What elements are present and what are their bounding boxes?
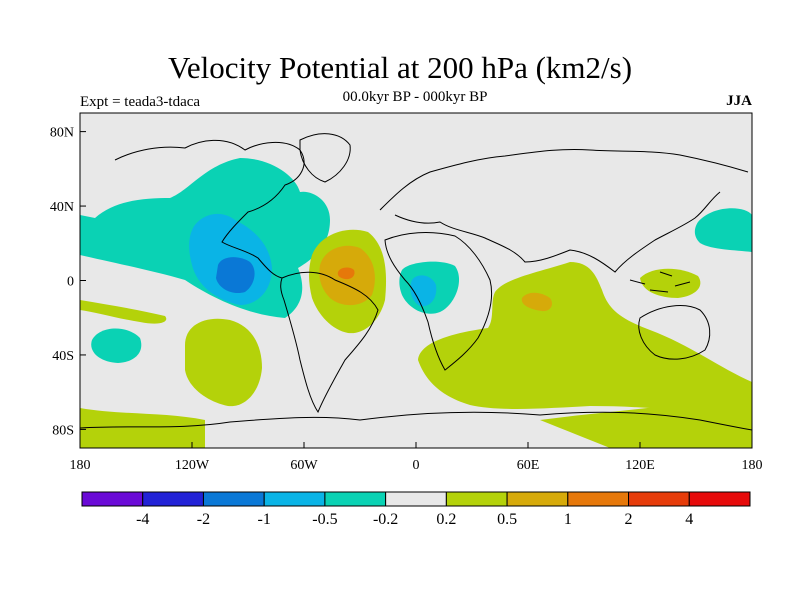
lon-tick-label: 60W	[290, 458, 318, 473]
contour-pos-southern-band-east	[540, 399, 752, 448]
coast-greenland	[299, 133, 351, 183]
experiment-label: Expt = teada3-tdaca	[80, 94, 201, 110]
contour-pos-east-pacific	[185, 318, 262, 407]
coast-north-america	[114, 139, 305, 279]
contour-field	[80, 113, 752, 448]
coast-south-america	[280, 271, 379, 414]
colorbar-label: 1	[564, 511, 572, 528]
colorbar-swatch	[688, 491, 751, 507]
colorbar-swatch	[445, 491, 508, 507]
lat-tick-label: 40S	[52, 349, 74, 364]
colorbar-swatch	[567, 491, 630, 507]
lat-tick-label: 40N	[50, 200, 74, 215]
coast-africa	[384, 232, 493, 371]
coast-antarctica	[80, 411, 752, 431]
colorbar-label: 0.2	[436, 511, 456, 528]
lon-tick-label: 0	[413, 458, 420, 473]
colorbar-label: 4	[685, 511, 693, 528]
lat-tick-label: 80N	[50, 126, 74, 141]
colorbar-swatch	[506, 491, 569, 507]
lon-tick-label: 60E	[517, 458, 540, 473]
contour-pos-southern-band	[80, 408, 205, 448]
contour-neg-americas-core	[216, 257, 255, 294]
contour-neg-pacific-west	[694, 208, 752, 252]
contour-pos-indian-ocean	[418, 262, 752, 420]
colorbar-label: 0.5	[497, 511, 517, 528]
colorbar-label: -4	[136, 511, 149, 528]
axis-ticks: 180 120W 60W 0 60E 120E 180 80N 40N 0 40S 80S	[50, 126, 763, 473]
coastlines	[80, 133, 752, 431]
colorbar-label: -0.5	[312, 511, 337, 528]
lon-tick-label: 180	[742, 458, 763, 473]
colorbar-swatch	[628, 491, 690, 507]
coast-australia	[638, 305, 711, 360]
lon-tick-label: 120E	[625, 458, 655, 473]
contour-pos-samerica-core	[337, 267, 355, 280]
colorbar-swatch	[385, 491, 447, 507]
colorbar-swatch	[263, 491, 326, 507]
colorbar-swatch	[202, 491, 265, 507]
lon-tick-label: 120W	[175, 458, 210, 473]
colorbar-swatch	[81, 491, 144, 507]
lon-tick-label: 180	[70, 458, 91, 473]
colorbar: -4 -2 -1 -0.5 -0.2 0.2 0.5 1 2 4	[81, 491, 751, 528]
season-label: JJA	[726, 93, 752, 109]
chart-title: Velocity Potential at 200 hPa (km2/s)	[167, 50, 633, 85]
colorbar-label: -0.2	[373, 511, 398, 528]
coast-europe-asia	[379, 148, 749, 273]
lat-tick-label: 80S	[52, 423, 74, 438]
contour-pos-indian-ocean-inner	[521, 292, 553, 312]
lat-tick-label: 0	[67, 275, 74, 290]
colorbar-label: -2	[197, 511, 210, 528]
contour-neg-south-pacific	[91, 328, 142, 363]
coast-maritime-islands	[629, 271, 691, 293]
contour-pos-south-pacific-band	[80, 300, 167, 324]
colorbar-swatch	[142, 491, 204, 507]
chart-subtitle: 00.0kyr BP - 000kyr BP	[342, 89, 488, 105]
colorbar-label: -1	[258, 511, 271, 528]
contour-neg-africa-inner	[410, 275, 437, 307]
colorbar-label: 2	[625, 511, 633, 528]
colorbar-swatch	[324, 491, 387, 507]
